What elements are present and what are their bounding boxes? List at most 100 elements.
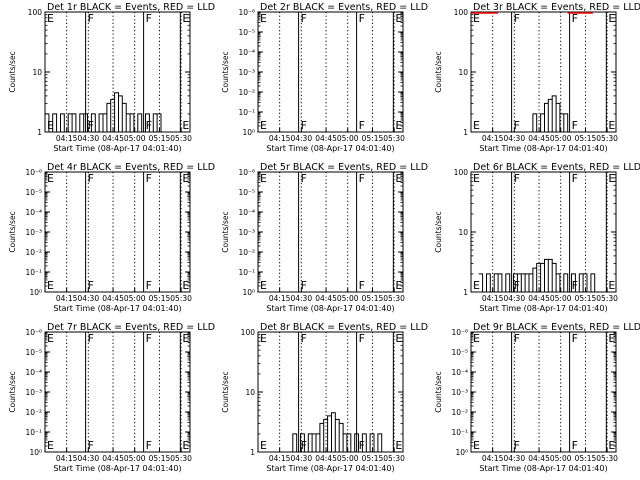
x-tick-label: 04:15 — [269, 134, 291, 143]
marker-label: F — [572, 119, 578, 132]
x-axis-label: Start Time (08-Apr-17 04:01:40) — [479, 464, 607, 473]
panel-4: Det 4r BLACK = Events, RED = LLD 10⁰ 10⁻¹ 1… — [8, 162, 215, 313]
marker-label: E — [182, 119, 189, 132]
y-tick-label: 10⁰ — [29, 448, 42, 457]
marker-label: E — [260, 12, 267, 25]
x-tick-label: 04:30 — [503, 294, 525, 303]
y-tick-label: 10⁻⁶ — [451, 328, 468, 337]
y-tick-label: 10⁻⁵ — [238, 188, 255, 197]
marker-label: F — [88, 12, 94, 25]
x-tick-label: 04:30 — [290, 134, 312, 143]
y-axis-label: Counts/sec — [221, 51, 230, 92]
x-axis-label: Start Time (08-Apr-17 04:01:40) — [266, 464, 394, 473]
marker-label: E — [608, 279, 615, 292]
x-tick-label: 05:30 — [170, 294, 192, 303]
x-tick-label: 05:00 — [124, 134, 146, 143]
panel-9: Det 9r BLACK = Events, RED = LLD 10⁰ 10⁻¹ 1… — [434, 322, 640, 473]
marker-label: F — [146, 332, 152, 345]
marker-label: E — [395, 172, 402, 185]
panel-5: Det 5r BLACK = Events, RED = LLD 10⁰ 10⁻¹ 1… — [221, 162, 428, 313]
y-tick-label: 10 — [32, 68, 42, 77]
marker-label: E — [260, 119, 267, 132]
marker-label: F — [146, 279, 152, 292]
marker-label: F — [514, 279, 520, 292]
marker-label: E — [47, 332, 54, 345]
panel-1: Det 1r BLACK = Events, RED = LLD 1 10 100 Co… — [8, 2, 215, 153]
marker-label: E — [182, 279, 189, 292]
x-tick-label: 04:30 — [290, 454, 312, 463]
y-tick-label: 10⁻⁶ — [25, 168, 42, 177]
x-tick-label: 04:30 — [77, 454, 99, 463]
panel-title: Det 9r BLACK = Events, RED = LLD — [473, 322, 640, 333]
x-tick-label: 04:45 — [528, 134, 550, 143]
y-axis-label: Counts/sec — [434, 371, 443, 412]
y-tick-label: 10⁻¹ — [25, 428, 42, 437]
y-tick-label: 10⁻¹ — [238, 108, 255, 117]
y-axis-label: Counts/sec — [8, 211, 17, 252]
marker-label: F — [572, 172, 578, 185]
y-tick-label: 10 — [458, 68, 468, 77]
x-tick-label: 04:30 — [77, 134, 99, 143]
x-tick-label: 04:45 — [315, 134, 337, 143]
marker-label: E — [47, 119, 54, 132]
marker-label: E — [608, 12, 615, 25]
x-tick-label: 04:45 — [528, 294, 550, 303]
y-tick-label: 10⁻³ — [25, 388, 42, 397]
marker-label: E — [473, 172, 480, 185]
marker-label: E — [395, 119, 402, 132]
x-tick-label: 05:15 — [149, 454, 171, 463]
marker-label: F — [359, 332, 365, 345]
x-axis-label: Start Time (08-Apr-17 04:01:40) — [266, 304, 394, 313]
marker-label: F — [146, 172, 152, 185]
marker-label: F — [514, 172, 520, 185]
x-axis-label: Start Time (08-Apr-17 04:01:40) — [479, 144, 607, 153]
y-tick-label: 10⁻¹ — [451, 428, 468, 437]
x-tick-label: 05:00 — [337, 294, 359, 303]
panel-2: Det 2r BLACK = Events, RED = LLD 10⁰ 10⁻¹ 1… — [221, 2, 428, 153]
marker-label: F — [572, 332, 578, 345]
y-tick-label: 10⁻⁴ — [238, 48, 255, 57]
panel-title: Det 7r BLACK = Events, RED = LLD — [47, 322, 215, 333]
x-tick-label: 05:00 — [124, 294, 146, 303]
marker-label: E — [260, 279, 267, 292]
y-tick-label: 100 — [454, 8, 469, 17]
marker-label: F — [88, 119, 94, 132]
y-tick-label: 1 — [37, 128, 42, 137]
y-tick-label: 100 — [454, 168, 469, 177]
panel-7: Det 7r BLACK = Events, RED = LLD 10⁰ 10⁻¹ 1… — [8, 322, 215, 473]
x-tick-label: 04:15 — [56, 454, 78, 463]
x-tick-label: 04:15 — [56, 294, 78, 303]
x-tick-label: 05:30 — [170, 454, 192, 463]
marker-label: F — [301, 332, 307, 345]
x-tick-label: 04:45 — [315, 294, 337, 303]
y-tick-label: 10⁻⁴ — [451, 368, 468, 377]
marker-label: E — [260, 439, 267, 452]
y-tick-label: 10⁻⁶ — [238, 168, 255, 177]
marker-label: F — [88, 279, 94, 292]
y-tick-label: 1 — [463, 128, 468, 137]
x-tick-label: 05:15 — [362, 294, 384, 303]
y-tick-label: 1 — [250, 448, 255, 457]
y-axis-label: Counts/sec — [221, 371, 230, 412]
marker-label: F — [88, 332, 94, 345]
marker-label: E — [395, 332, 402, 345]
marker-label: F — [146, 119, 152, 132]
marker-label: E — [395, 439, 402, 452]
y-tick-label: 10⁻³ — [451, 388, 468, 397]
x-tick-label: 05:15 — [362, 134, 384, 143]
y-tick-label: 10⁰ — [455, 448, 468, 457]
panel-title: Det 1r BLACK = Events, RED = LLD — [47, 2, 215, 13]
x-axis-label: Start Time (08-Apr-17 04:01:40) — [53, 464, 181, 473]
x-tick-label: 05:00 — [550, 294, 572, 303]
y-tick-label: 10⁻⁴ — [25, 208, 42, 217]
marker-label: F — [88, 439, 94, 452]
y-tick-label: 100 — [28, 8, 43, 17]
y-tick-label: 10⁻¹ — [238, 268, 255, 277]
marker-label: F — [359, 119, 365, 132]
x-tick-label: 04:30 — [503, 134, 525, 143]
marker-label: F — [359, 439, 365, 452]
x-tick-label: 05:00 — [550, 134, 572, 143]
x-tick-label: 05:30 — [383, 454, 405, 463]
marker-label: E — [182, 172, 189, 185]
y-tick-label: 10⁻¹ — [25, 268, 42, 277]
